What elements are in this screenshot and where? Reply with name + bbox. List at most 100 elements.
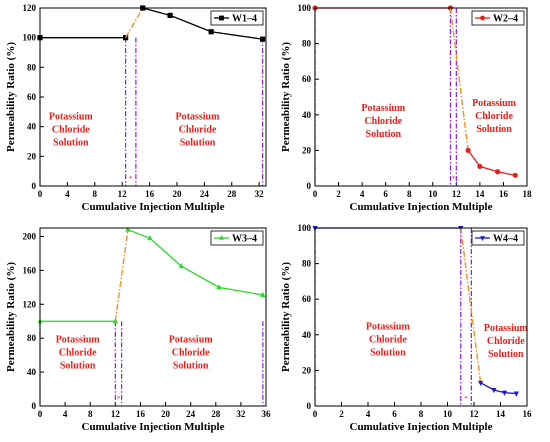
legend-label: W4–4	[493, 234, 518, 245]
chart-panel: 0 2 4 6 8 10 12 14 16 18 0 20 40 60 80 100 Cumulative In…	[280, 3, 532, 213]
legend-marker	[480, 15, 485, 21]
legend-label: W1–4	[232, 14, 257, 25]
x-tick-label: 18	[523, 189, 533, 199]
x-tick-label: 8	[93, 189, 98, 199]
data-point	[501, 390, 508, 396]
legend-box	[471, 230, 525, 246]
segment-mark: *	[464, 395, 468, 403]
data-point	[125, 226, 131, 232]
x-tick-label: 4	[65, 189, 70, 199]
chart-panel: 0 4 8 12 16 20 24 28 32 0 20 40 60 80 100 120 Cumulative…	[5, 3, 267, 213]
legend-box	[471, 10, 525, 26]
annotation-line: Chloride	[364, 116, 402, 127]
x-axis-title: Cumulative Injection Multiple	[82, 201, 225, 213]
y-tick-label: 20	[302, 365, 312, 375]
x-axis-title: Cumulative Injection Multiple	[350, 421, 493, 433]
annotation-line: Potassium	[472, 98, 517, 109]
annotation-line: Potassium	[49, 111, 94, 122]
transition-line	[449, 7, 469, 151]
annotation-label: Potassium Chloride Solution	[169, 334, 214, 371]
y-tick-label: 120	[23, 299, 37, 309]
data-point	[477, 163, 483, 170]
annotation-label: Potassium Chloride Solution	[472, 98, 517, 135]
transition-line	[460, 227, 482, 383]
annotation-line: Solution	[366, 129, 402, 140]
y-tick-label: 20	[302, 145, 312, 155]
annotation-line: Potassium	[56, 334, 101, 345]
annotation-line: Chloride	[52, 124, 90, 135]
data-point	[178, 262, 184, 269]
legend-marker	[219, 15, 224, 21]
x-tick-label: 36	[262, 409, 272, 419]
transition-line	[124, 7, 144, 39]
data-point	[167, 12, 173, 19]
x-tick-label: 24	[200, 189, 210, 199]
chart-panel: 0 4 8 12 16 20 24 28 32 36 0 40 80 120 160 200 Cumulativ…	[5, 226, 271, 433]
annotation-label: Potassium Chloride Solution	[366, 321, 411, 358]
y-tick-label: 100	[298, 3, 312, 13]
x-tick-label: 24	[186, 409, 196, 419]
x-tick-label: 12	[118, 189, 128, 199]
x-tick-label: 8	[407, 189, 412, 199]
x-tick-label: 8	[88, 409, 93, 419]
x-tick-label: 28	[211, 409, 221, 419]
data-point	[216, 284, 222, 290]
data-point	[491, 387, 497, 394]
x-tick-label: 28	[227, 189, 237, 199]
x-axis-title: Cumulative Injection Multiple	[350, 201, 493, 213]
x-tick-label: 0	[313, 189, 318, 199]
y-tick-label: 200	[23, 231, 37, 241]
y-tick-label: 20	[27, 151, 37, 161]
legend-marker	[219, 235, 224, 240]
x-tick-label: 14	[496, 409, 506, 419]
y-tick-label: 60	[302, 74, 312, 84]
data-point	[513, 391, 519, 397]
annotation-label: Potassium Chloride Solution	[56, 334, 101, 371]
plot-frame	[314, 227, 528, 407]
series-line-phase2	[480, 382, 517, 395]
legend-label: W2–4	[493, 14, 518, 25]
y-tick-label: 60	[27, 92, 37, 102]
x-tick-label: 4	[360, 189, 365, 199]
annotation-line: Chloride	[369, 334, 407, 345]
chart-panel: 0 2 4 6 8 10 12 14 16 0 20 40 60 80 100 Cumulative Inje…	[280, 223, 532, 433]
x-tick-label: 12	[470, 409, 480, 419]
x-tick-label: 16	[523, 409, 533, 419]
annotation-label: Potassium Chloride Solution	[49, 111, 94, 148]
y-axis-title: Permeability Ratio (%)	[5, 262, 17, 372]
legend-box	[210, 230, 264, 246]
annotation-line: Solution	[488, 349, 524, 360]
x-tick-label: 8	[419, 409, 424, 419]
x-tick-label: 20	[161, 409, 171, 419]
x-tick-label: 14	[475, 189, 485, 199]
y-tick-label: 100	[23, 33, 37, 43]
y-tick-label: 40	[302, 330, 312, 340]
x-axis-title: Cumulative Injection Multiple	[82, 421, 225, 433]
series-line-phase2	[467, 150, 516, 176]
transition-line	[114, 229, 129, 322]
annotation-line: Potassium	[361, 103, 406, 114]
annotation-label: Potassium Chloride Solution	[361, 103, 406, 140]
y-tick-label: 80	[27, 62, 37, 72]
legend-label: W3–4	[232, 234, 257, 245]
x-tick-label: 0	[38, 409, 43, 419]
annotation-line: Chloride	[179, 124, 217, 135]
annotation-line: Potassium	[484, 323, 529, 334]
data-point	[208, 29, 214, 35]
annotation-line: Chloride	[475, 111, 513, 122]
annotation-line: Solution	[476, 124, 512, 135]
x-tick-label: 10	[443, 409, 453, 419]
annotation-line: Solution	[180, 137, 216, 148]
y-tick-label: 0	[307, 181, 312, 191]
x-tick-label: 2	[339, 409, 344, 419]
annotation-line: Solution	[370, 347, 406, 358]
data-point	[465, 147, 471, 153]
annotation-line: Potassium	[366, 321, 411, 332]
x-tick-label: 4	[63, 409, 68, 419]
y-tick-label: 0	[307, 401, 312, 411]
plot-frame	[39, 227, 267, 407]
data-point	[123, 35, 129, 41]
x-tick-label: 16	[145, 189, 155, 199]
x-tick-label: 16	[136, 409, 146, 419]
